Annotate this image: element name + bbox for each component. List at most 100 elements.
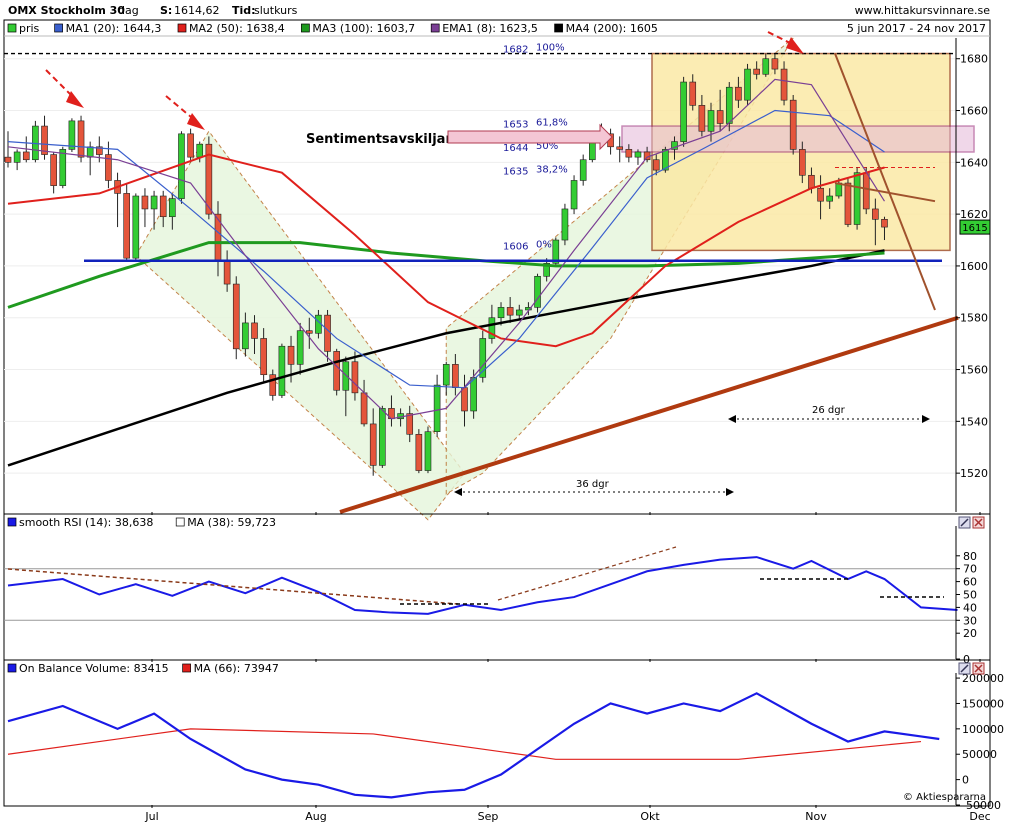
candle-body	[96, 146, 103, 155]
legend-swatch	[177, 23, 187, 33]
legend-label: EMA1 (8): 1623,5	[442, 22, 538, 35]
candle-body	[716, 110, 724, 124]
candle-body	[86, 146, 94, 158]
x-tick-label: Nov	[805, 810, 827, 823]
candle-body	[671, 141, 678, 150]
candle-body	[415, 433, 423, 471]
candle-body	[570, 180, 578, 210]
candle-body	[150, 195, 158, 210]
date-range: 5 jun 2017 - 24 nov 2017	[847, 22, 986, 35]
candle-body	[799, 149, 806, 176]
candle-body	[50, 154, 57, 186]
candle-body	[725, 86, 733, 124]
rsi-close-icon[interactable]	[972, 516, 985, 529]
candle-body	[817, 187, 824, 202]
obv-legend: On Balance Volume: 83415 MA (66): 73947	[7, 662, 279, 675]
legend-label: MA (66): 73947	[194, 662, 279, 675]
candle-body	[433, 384, 441, 433]
fib-level-label: 1606	[503, 241, 528, 252]
legend-label: MA4 (200): 1605	[566, 22, 658, 35]
peak-arrow-3-icon	[786, 37, 804, 54]
last-price-label: 1615	[962, 223, 987, 234]
fib-pct-label: 0%	[536, 239, 552, 250]
days26-arrow-left-icon	[728, 415, 736, 423]
rsi-tick-label: 20	[963, 627, 977, 640]
rsi-tick-label: 70	[963, 563, 977, 576]
down-channel-lower	[834, 182, 936, 203]
candle-body	[762, 58, 770, 75]
fib-pct-label: 38,2%	[536, 164, 568, 175]
candle-body	[753, 68, 760, 75]
candle-body	[187, 133, 194, 158]
legend-swatch	[7, 517, 17, 527]
candle-body	[479, 338, 487, 378]
candle-body	[744, 68, 751, 101]
chart-title: OMX Stockholm 30	[8, 4, 125, 17]
rsi-tick-label: 40	[963, 601, 977, 614]
days36-label: 36 dgr	[576, 479, 610, 490]
legend-swatch	[301, 23, 310, 33]
candle-body	[242, 322, 249, 350]
candle-body	[488, 317, 496, 339]
peak-arrow-2-icon	[187, 113, 205, 130]
obv-close-icon[interactable]	[972, 662, 985, 675]
price-tick-label: 1640	[960, 156, 988, 169]
candle-body	[68, 120, 76, 150]
rsi-panel	[4, 546, 958, 621]
candle-body	[872, 208, 879, 220]
candle-body	[59, 149, 67, 186]
candle-body	[808, 174, 815, 189]
peak-arrow-3-icon-stem	[767, 31, 797, 47]
candle-body	[652, 159, 660, 171]
rsi-line	[7, 556, 958, 615]
candle-body	[561, 208, 569, 241]
ma200-line	[7, 249, 885, 467]
price-tick-label: 1620	[960, 208, 988, 221]
candle-body	[881, 219, 888, 228]
rsi-trendline-2	[497, 546, 677, 601]
candle-body	[4, 156, 12, 163]
legend-label: On Balance Volume: 83415	[19, 662, 169, 675]
fib-level-label: 1644	[503, 143, 528, 154]
x-tick-label: Dec	[969, 810, 990, 823]
legend-swatch	[430, 23, 440, 33]
obv-tick-label: 100000	[962, 723, 1004, 736]
price-tick-label: 1520	[960, 467, 988, 480]
ma20-line	[7, 109, 885, 389]
candle-body	[506, 307, 514, 316]
legend-swatch	[175, 517, 185, 527]
legend-label: MA3 (100): 1603,7	[312, 22, 415, 35]
obv-tick-label: 0	[962, 774, 969, 787]
x-tick-label: Aug	[305, 810, 326, 823]
candle-body	[844, 182, 852, 225]
x-tick-label: Jul	[144, 810, 158, 823]
fib-pct-label: 50%	[536, 141, 558, 152]
obv-settings-icon[interactable]	[958, 662, 971, 675]
obv-ma-line	[7, 728, 922, 760]
legend-swatch	[7, 23, 17, 33]
time-label: Tid:	[232, 4, 256, 17]
days26-arrow-right-icon	[922, 415, 930, 423]
price-tick-label: 1560	[960, 364, 988, 377]
candle-body	[260, 338, 267, 376]
candle-body	[707, 110, 715, 132]
chart-period: dag	[118, 4, 139, 17]
candle-body	[123, 193, 130, 259]
candle-body	[141, 195, 149, 210]
candle-body	[735, 86, 742, 101]
rsi-tick-label: 30	[963, 614, 977, 627]
rsi-settings-icon[interactable]	[958, 516, 971, 529]
candle-body	[22, 151, 30, 161]
candle-body	[579, 159, 587, 181]
rsi-tick-label: 50	[963, 589, 977, 602]
price-tick-label: 1580	[960, 312, 988, 325]
candle-body	[342, 361, 350, 391]
candle-body	[369, 423, 377, 466]
candle-body	[680, 81, 687, 142]
site-url: www.hittakursvinnare.se	[855, 4, 991, 17]
candle-body	[452, 364, 459, 388]
ema8-line	[7, 78, 885, 420]
candle-body	[698, 105, 706, 132]
